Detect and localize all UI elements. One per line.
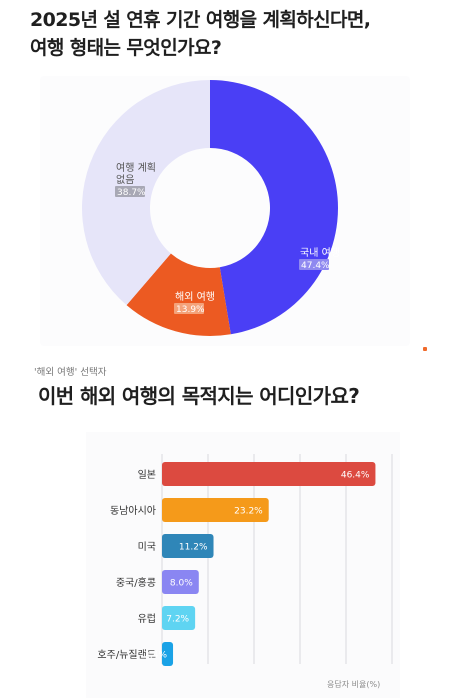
bar-chart-subtitle: '해외 여행' 선택자 [34,367,107,378]
bar-chart-panel: 일본 46.4% 동남아시아 23.2% 미국 11.2% 중국/홍콩 8.0% 유럽 7.2% 호… [86,432,400,698]
value-label: 8.0% [170,579,193,589]
donut-title-line1: 2025년 설 연휴 기간 여행을 계획하신다면, [30,9,371,31]
donut-slice [126,253,231,337]
category-label: 호주/뉴질랜드 [97,649,156,661]
donut-chart-panel: 국내 여행 47.4% 해외 여행 13.9% 여행 계획 없음 38.7% [40,76,410,346]
bar [162,606,196,630]
donut-slice-label: 국내 여행 [300,247,340,259]
value-label: 7.2% [166,615,189,625]
donut-slice [81,80,210,306]
donut-slice [210,80,339,335]
donut-slice-value: 47.4% [301,261,330,271]
accent-dot [423,347,427,351]
value-label: 23.2% [234,507,263,517]
category-label: 일본 [138,469,156,481]
category-label: 중국/홍콩 [116,576,156,589]
donut-value-pill [174,303,204,314]
donut-slice-label: 해외 여행 [175,290,215,303]
value-label: 11.2% [179,543,208,553]
bar [162,462,376,486]
donut-slice-value: 13.9% [176,305,205,315]
value-label: 46.4% [341,471,370,481]
donut-value-pill [115,186,145,197]
donut-slice-label: 없음 [116,173,134,186]
donut-chart-title: 2025년 설 연휴 기간 여행을 계획하신다면, 여행 형태는 무엇인가요? [30,6,430,62]
category-label: 미국 [138,541,156,553]
donut-slice-value: 38.7% [117,188,146,198]
value-label: 2.4% [144,651,167,661]
donut-title-line2: 여행 형태는 무엇인가요? [30,37,222,59]
bar [162,534,214,558]
bar [162,498,269,522]
bar [162,642,174,666]
donut-slice-label: 여행 계획 [116,162,156,174]
bar-chart-title: 이번 해외 여행의 목적지는 어디인가요? [38,384,360,408]
category-label: 동남아시아 [110,505,156,517]
bar-chart: 일본 46.4% 동남아시아 23.2% 미국 11.2% 중국/홍콩 8.0% 유럽 7.2% 호… [97,454,393,666]
category-label: 유럽 [138,613,156,625]
bar-chart-unit-note: 응답자 비율(%) [327,680,381,689]
bar [162,570,199,594]
donut-value-pill [299,259,329,270]
